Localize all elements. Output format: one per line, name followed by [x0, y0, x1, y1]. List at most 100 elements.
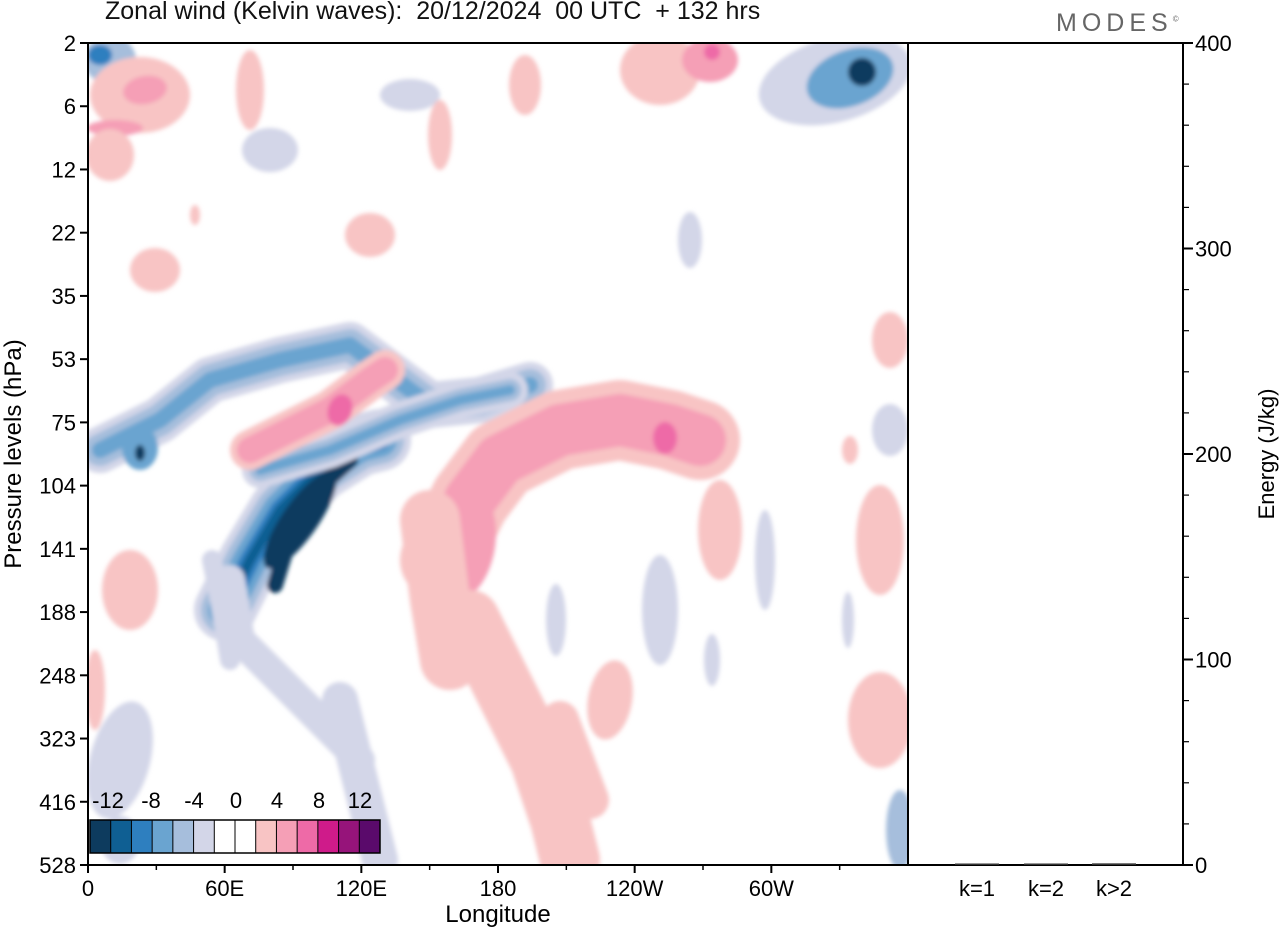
x-tick-label: 120E: [336, 876, 387, 901]
y-tick-label: 416: [39, 790, 76, 815]
y-tick-label: 188: [39, 600, 76, 625]
colorbar-cell: [276, 820, 298, 853]
energy-panel: 0 100 200 300 400 k=1 k=2 k>2: [955, 31, 1232, 901]
x-tick-label: 0: [82, 876, 94, 901]
negative-patch: [546, 584, 566, 656]
positive-patch-top: [509, 55, 541, 115]
negative-patch: [704, 634, 720, 686]
negative-patch-core: [135, 445, 145, 461]
negative-patch: [678, 212, 702, 268]
negative-patch-top-east-core: [848, 58, 876, 86]
positive-patch: [698, 480, 742, 580]
positive-patch-mid: [345, 213, 395, 257]
positive-patch: [848, 672, 908, 768]
negative-patch: [242, 128, 298, 172]
colorbar-label: 12: [348, 788, 372, 813]
positive-patch-top: [88, 129, 134, 181]
negative-patch: [872, 404, 908, 456]
chart-title: Zonal wind (Kelvin waves): 20/12/2024 00…: [105, 0, 761, 25]
energy-bar: [1092, 863, 1136, 865]
y-tick-label: 323: [39, 727, 76, 752]
colorbar-cell: [255, 820, 277, 853]
brand-mark: ©: [1172, 14, 1179, 24]
positive-lower-spur: [541, 701, 609, 819]
colorbar-cell: [172, 820, 195, 853]
x-tick-label: 60E: [205, 876, 244, 901]
positive-patch-top: [682, 43, 738, 82]
energy-bar: [1024, 863, 1068, 865]
colorbar-cell: [297, 820, 319, 853]
y-tick-label: 141: [39, 537, 76, 562]
positive-patch: [88, 650, 105, 730]
x-tick-label: 180: [480, 876, 517, 901]
negative-patch: [88, 701, 153, 819]
y-tick-label: 22: [52, 221, 76, 246]
positive-patch-mid: [130, 248, 180, 292]
negative-core-blob: [263, 471, 337, 569]
y-tick-label: 248: [39, 663, 76, 688]
brand-name: MODES: [1056, 9, 1173, 37]
energy-category-label: k>2: [1096, 876, 1132, 901]
positive-patch: [842, 436, 858, 464]
colorbar-cell: [317, 820, 340, 853]
colorbar-label: -8: [141, 788, 161, 813]
energy-category-label: k=1: [959, 876, 995, 901]
colorbar-cell: [110, 820, 132, 853]
positive-patch: [587, 660, 633, 740]
energy-tick-label: 400: [1195, 31, 1232, 56]
colorbar-cell: [152, 820, 174, 853]
positive-patch: [856, 485, 904, 595]
wind-contours: [88, 43, 908, 865]
energy-category-label: k=2: [1028, 876, 1064, 901]
positive-patch-top: [428, 100, 452, 170]
brand-logo: MODES©: [1056, 9, 1179, 38]
y-tick-label: 75: [52, 410, 76, 435]
y-tick-label: 12: [52, 157, 76, 182]
colorbar-label: -12: [92, 788, 124, 813]
energy-tick-label: 300: [1195, 237, 1232, 262]
y-axis-label: Pressure levels (hPa): [0, 339, 27, 568]
energy-panel-frame: [907, 42, 1184, 866]
colorbar-label: 8: [313, 788, 325, 813]
x-axis-label: Longitude: [445, 901, 550, 928]
x-axis: 0 60E 120E 180 120W 60W: [82, 865, 841, 901]
positive-patch: [102, 550, 158, 630]
positive-patch-mid: [190, 205, 200, 225]
negative-patch: [886, 790, 908, 865]
colorbar-label: -4: [184, 788, 204, 813]
colorbar-cell: [90, 820, 112, 853]
colorbar-cell: [131, 820, 153, 853]
x-tick-label: 120W: [606, 876, 664, 901]
energy-axis-label: Energy (J/kg): [1254, 389, 1279, 520]
colorbar: -12 -8 -4 0 4 8 12: [89, 788, 381, 854]
wind-field: [88, 43, 908, 865]
y-axis: 2 6 12 22 35 53 75 104 141 188 248 323 416 528: [39, 31, 88, 878]
positive-core-east: [653, 422, 677, 454]
colorbar-cell: [235, 820, 257, 853]
negative-patch-top-core: [88, 45, 112, 65]
negative-patch: [842, 592, 854, 648]
colorbar-cell: [338, 820, 360, 853]
y-tick-label: 104: [39, 474, 76, 499]
positive-column: [440, 590, 600, 865]
positive-patch: [872, 312, 908, 368]
positive-patch-top: [236, 50, 264, 130]
colorbar-cell: [214, 820, 236, 853]
colorbar-label: 0: [230, 788, 242, 813]
negative-patch: [755, 510, 775, 610]
y-tick-label: 528: [39, 853, 76, 878]
energy-tick-label: 200: [1195, 442, 1232, 467]
positive-patch-top-core: [123, 75, 167, 105]
energy-tick-label: 0: [1195, 853, 1207, 878]
negative-patch: [380, 79, 440, 111]
y-tick-label: 2: [64, 31, 76, 56]
positive-core-top: [704, 44, 720, 60]
positive-patch-top: [620, 43, 700, 105]
y-tick-label: 53: [52, 347, 76, 372]
negative-band-mid: [255, 385, 515, 475]
energy-tick-label: 100: [1195, 648, 1232, 673]
y-tick-label: 35: [52, 284, 76, 309]
negative-patch: [642, 555, 678, 665]
